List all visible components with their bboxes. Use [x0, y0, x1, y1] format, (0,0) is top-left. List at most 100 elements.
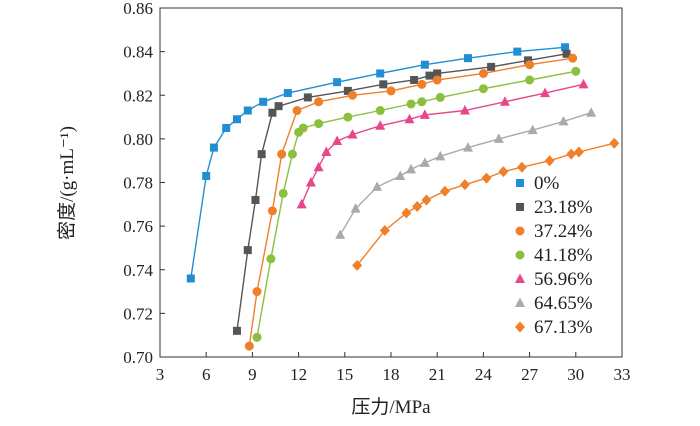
- data-point: [222, 123, 231, 132]
- data-point: [287, 149, 297, 159]
- data-point: [274, 102, 283, 111]
- data-point: [343, 86, 352, 95]
- data-point: [498, 166, 509, 178]
- legend-label: 0%: [534, 173, 560, 194]
- x-tick-label: 30: [567, 365, 584, 384]
- legend-label: 56.96%: [534, 269, 593, 290]
- data-point: [420, 60, 429, 69]
- data-point: [573, 146, 584, 158]
- data-point: [233, 326, 241, 335]
- data-point: [343, 112, 353, 122]
- legend-marker: [515, 273, 525, 283]
- data-point: [321, 146, 332, 156]
- data-point: [243, 106, 252, 115]
- legend-marker: [515, 226, 525, 236]
- data-point: [435, 92, 445, 102]
- data-point: [568, 53, 578, 63]
- data-point: [243, 246, 252, 255]
- data-point: [481, 172, 492, 184]
- data-point: [609, 137, 620, 149]
- data-point: [421, 194, 432, 206]
- data-point: [463, 142, 473, 152]
- y-tick-label: 0.80: [123, 130, 153, 149]
- data-point: [417, 97, 427, 107]
- data-point: [209, 143, 218, 152]
- x-tick-label: 21: [429, 365, 446, 384]
- data-point: [314, 119, 324, 129]
- data-point: [566, 148, 577, 160]
- series-5: [335, 107, 597, 239]
- data-point: [412, 200, 423, 212]
- data-point: [379, 224, 390, 236]
- x-tick-label: 9: [248, 365, 257, 384]
- data-point: [433, 69, 442, 78]
- data-point: [352, 259, 363, 271]
- data-point: [278, 188, 288, 198]
- legend-marker: [516, 179, 524, 187]
- series-1: [233, 49, 571, 335]
- legend: 0% 23.18% 37.24% 41.18% 56.96% 64.65% 67.13%: [515, 173, 593, 338]
- data-point: [524, 56, 533, 65]
- legend-marker: [516, 203, 524, 211]
- data-point: [303, 93, 312, 102]
- data-point: [527, 124, 538, 135]
- y-tick-label: 0.78: [123, 174, 153, 193]
- data-point: [406, 163, 417, 174]
- data-point: [296, 198, 307, 209]
- data-point: [562, 49, 571, 58]
- data-point: [516, 161, 527, 173]
- legend-label: 64.65%: [534, 293, 593, 314]
- data-point: [186, 274, 195, 283]
- series-layer: [186, 43, 620, 351]
- legend-marker: [515, 250, 525, 260]
- legend-marker: [515, 297, 525, 307]
- data-point: [525, 75, 535, 85]
- data-point: [478, 84, 488, 94]
- data-point: [375, 106, 385, 116]
- data-point: [375, 120, 386, 130]
- y-tick-label: 0.76: [123, 217, 153, 236]
- data-point: [417, 79, 427, 89]
- data-point: [406, 99, 416, 109]
- data-point: [332, 135, 343, 146]
- data-point: [251, 195, 260, 204]
- series-0: [186, 43, 570, 283]
- data-point: [202, 171, 211, 180]
- series-3: [252, 66, 581, 342]
- series-2: [244, 53, 578, 351]
- data-point: [257, 150, 266, 159]
- x-axis-title: 压力/MPa: [351, 396, 431, 418]
- data-point: [292, 106, 302, 116]
- data-point: [586, 107, 597, 117]
- y-tick-label: 0.70: [123, 348, 153, 367]
- series-line: [190, 46, 566, 279]
- y-tick-label: 0.72: [123, 304, 153, 323]
- data-point: [348, 90, 357, 100]
- data-point: [525, 60, 535, 70]
- data-point: [561, 43, 570, 52]
- y-axis-title: 密度/(g·mL⁻¹): [56, 126, 78, 240]
- data-point: [283, 89, 292, 98]
- data-point: [478, 68, 488, 78]
- x-tick-label: 18: [383, 365, 400, 384]
- legend-label: 23.18%: [534, 197, 593, 218]
- data-point: [267, 206, 277, 216]
- legend-marker: [515, 321, 525, 333]
- data-point: [347, 129, 358, 139]
- data-point: [401, 207, 412, 219]
- data-point: [425, 71, 434, 80]
- data-point: [459, 105, 470, 115]
- data-point: [252, 332, 262, 342]
- data-point: [571, 66, 581, 76]
- data-point: [305, 177, 316, 187]
- y-tick-label: 0.84: [123, 43, 153, 62]
- series-6: [352, 137, 620, 271]
- data-point: [540, 87, 550, 98]
- x-tick-label: 6: [202, 365, 211, 384]
- data-point: [432, 75, 442, 85]
- data-point: [376, 69, 385, 78]
- x-tick-label: 12: [290, 365, 307, 384]
- data-point: [487, 62, 496, 71]
- data-point: [558, 115, 569, 126]
- y-tick-label: 0.86: [123, 0, 153, 18]
